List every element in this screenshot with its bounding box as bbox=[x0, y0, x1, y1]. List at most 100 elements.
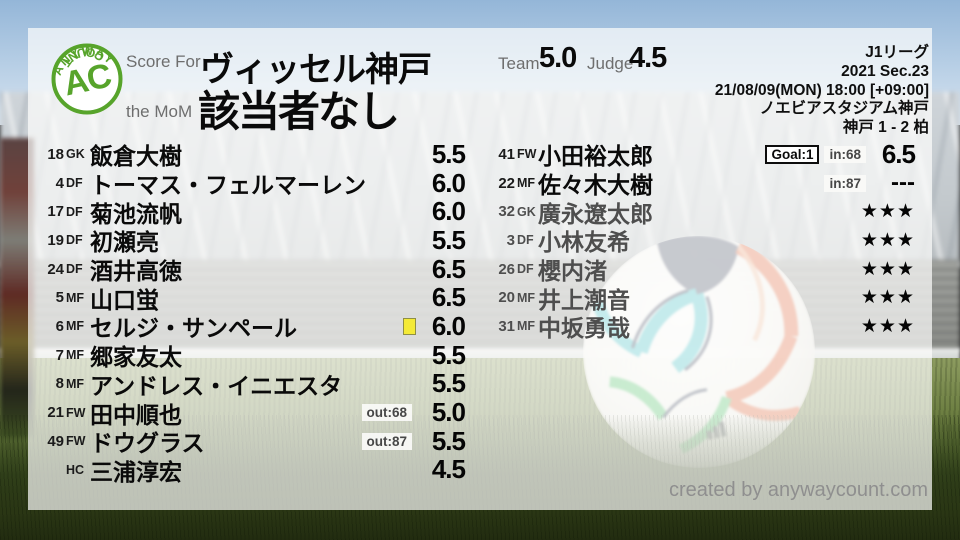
player-score: 6.5 bbox=[431, 253, 466, 284]
player-name: 井上潮音 bbox=[538, 286, 630, 313]
rating-panel: ANYWAY COUNT AC Score For ヴィッセル神戸 the Mo… bbox=[28, 28, 932, 510]
player-position: FW bbox=[66, 434, 86, 449]
player-number: 32 bbox=[498, 203, 515, 221]
player-position: MF bbox=[66, 348, 85, 363]
starters-ratings-list: 18 GK 飯倉大樹 5.5 4 DF トーマス・フェルマーレン 6.0 17 … bbox=[36, 138, 466, 485]
player-position: MF bbox=[66, 319, 85, 334]
player-score: ★★★ bbox=[860, 287, 915, 309]
player-row: 22 MF 佐々木大樹 in:87 --- bbox=[498, 169, 915, 198]
player-name: トーマス・フェルマーレン bbox=[90, 172, 366, 199]
player-row: 20 MF 井上潮音 ★★★ bbox=[498, 283, 915, 313]
credit-text: created by anywaycount.com bbox=[668, 479, 928, 501]
player-name: セルジ・サンペール bbox=[90, 315, 297, 342]
player-name: 酒井高徳 bbox=[90, 258, 182, 285]
player-number: 24 bbox=[47, 260, 64, 278]
player-position: DF bbox=[66, 204, 83, 219]
player-score: ★★★ bbox=[860, 315, 915, 337]
player-number: 17 bbox=[47, 203, 64, 221]
player-position: MF bbox=[66, 290, 85, 305]
player-score: --- bbox=[891, 169, 915, 197]
player-name: 飯倉大樹 bbox=[90, 143, 182, 170]
player-badges: Goal:1 in:68 bbox=[765, 144, 871, 164]
player-score: 4.5 bbox=[431, 454, 466, 485]
player-score: 5.0 bbox=[431, 397, 466, 428]
season-section: 2021 Sec.23 bbox=[841, 62, 929, 80]
player-row: 6 MF セルジ・サンペール 6.0 bbox=[36, 311, 466, 342]
player-number: 31 bbox=[498, 317, 515, 335]
player-number: 22 bbox=[498, 174, 515, 192]
player-name: 三浦淳宏 bbox=[90, 458, 182, 485]
player-position: FW bbox=[517, 147, 537, 162]
player-position: FW bbox=[66, 405, 86, 420]
player-number: 3 bbox=[506, 231, 515, 249]
player-number: 8 bbox=[55, 375, 64, 393]
mom-value-title: 該当者なし bbox=[198, 88, 400, 135]
team-score-value: 5.0 bbox=[539, 42, 577, 74]
substitutes-ratings-list: 41 FW 小田裕太郎 Goal:1 in:68 6.5 22 MF 佐々木大樹 … bbox=[498, 138, 916, 342]
player-row: 17 DF 菊池流帆 6.0 bbox=[36, 196, 466, 227]
player-position: DF bbox=[66, 233, 83, 248]
player-position: MF bbox=[517, 290, 536, 305]
player-number: 41 bbox=[498, 145, 515, 163]
player-number: 6 bbox=[55, 317, 64, 335]
player-row: 5 MF 山口蛍 6.5 bbox=[36, 282, 466, 313]
player-row: 21 FW 田中順也 out:68 5.0 bbox=[36, 397, 466, 428]
venue-name: ノエビアスタジアム神戸 bbox=[759, 100, 929, 118]
player-name: 小林友希 bbox=[538, 229, 630, 256]
team-score-label: Team bbox=[498, 54, 540, 73]
player-name: 山口蛍 bbox=[90, 286, 159, 313]
player-position: GK bbox=[517, 204, 536, 219]
match-result: 神戸 1 - 2 柏 bbox=[842, 119, 929, 137]
player-row: 32 GK 廣永遼太郎 ★★★ bbox=[498, 197, 915, 227]
player-number: 21 bbox=[47, 404, 64, 422]
mom-label: the MoM bbox=[126, 102, 193, 121]
player-score: ★★★ bbox=[860, 201, 915, 223]
player-score: 5.5 bbox=[431, 425, 466, 456]
player-position: MF bbox=[66, 376, 85, 391]
player-row: 18 GK 飯倉大樹 5.5 bbox=[36, 138, 466, 170]
player-score: 6.0 bbox=[431, 196, 466, 227]
player-row: 49 FW ドウグラス out:87 5.5 bbox=[36, 425, 466, 457]
player-name: ドウグラス bbox=[90, 430, 205, 457]
match-info-block: J1リーグ 2021 Sec.23 21/08/09(MON) 18:00 [+… bbox=[715, 44, 929, 138]
player-name: 菊池流帆 bbox=[90, 200, 182, 227]
player-score: 6.0 bbox=[431, 167, 466, 198]
player-badges bbox=[403, 317, 417, 335]
player-number: 26 bbox=[498, 260, 515, 278]
player-score: 6.5 bbox=[881, 138, 916, 169]
league-name: J1リーグ bbox=[865, 44, 929, 61]
player-number: 20 bbox=[498, 289, 515, 307]
player-position: HC bbox=[66, 462, 85, 477]
team-name-title: ヴィッセル神戸 bbox=[200, 51, 432, 89]
player-row: 41 FW 小田裕太郎 Goal:1 in:68 6.5 bbox=[498, 138, 916, 170]
player-number: 4 bbox=[55, 174, 64, 192]
sub-time-badge: in:68 bbox=[824, 145, 866, 163]
player-score: 5.5 bbox=[431, 224, 466, 255]
player-name: 中坂勇哉 bbox=[538, 315, 630, 342]
sub-time-badge: in:87 bbox=[824, 174, 866, 192]
player-position: MF bbox=[517, 319, 536, 334]
player-score: ★★★ bbox=[860, 229, 915, 251]
player-number: 7 bbox=[55, 346, 64, 364]
player-row: 24 DF 酒井高徳 6.5 bbox=[36, 253, 466, 285]
player-name: 廣永遼太郎 bbox=[538, 200, 653, 227]
player-position: DF bbox=[517, 233, 534, 248]
sub-time-badge: out:68 bbox=[361, 404, 412, 422]
player-score: ★★★ bbox=[860, 258, 915, 280]
player-position: GK bbox=[66, 147, 85, 162]
player-name: 佐々木大樹 bbox=[538, 172, 653, 199]
player-number: 18 bbox=[47, 145, 64, 163]
player-row: 19 DF 初瀬亮 5.5 bbox=[36, 224, 466, 256]
player-row: 8 MF アンドレス・イニエスタ 5.5 bbox=[36, 368, 466, 399]
player-name: アンドレス・イニエスタ bbox=[90, 372, 343, 399]
player-name: 田中順也 bbox=[90, 401, 182, 428]
player-row: 4 DF トーマス・フェルマーレン 6.0 bbox=[36, 167, 466, 199]
player-row: 7 MF 郷家友太 5.5 bbox=[36, 339, 466, 371]
player-score: 5.5 bbox=[431, 138, 466, 169]
player-badges: in:87 bbox=[824, 174, 871, 192]
player-row: 3 DF 小林友希 ★★★ bbox=[498, 226, 915, 255]
judge-score-value: 4.5 bbox=[629, 42, 667, 74]
player-score: 5.5 bbox=[431, 339, 466, 370]
player-number: 19 bbox=[47, 231, 64, 249]
player-name: 郷家友太 bbox=[90, 344, 182, 371]
